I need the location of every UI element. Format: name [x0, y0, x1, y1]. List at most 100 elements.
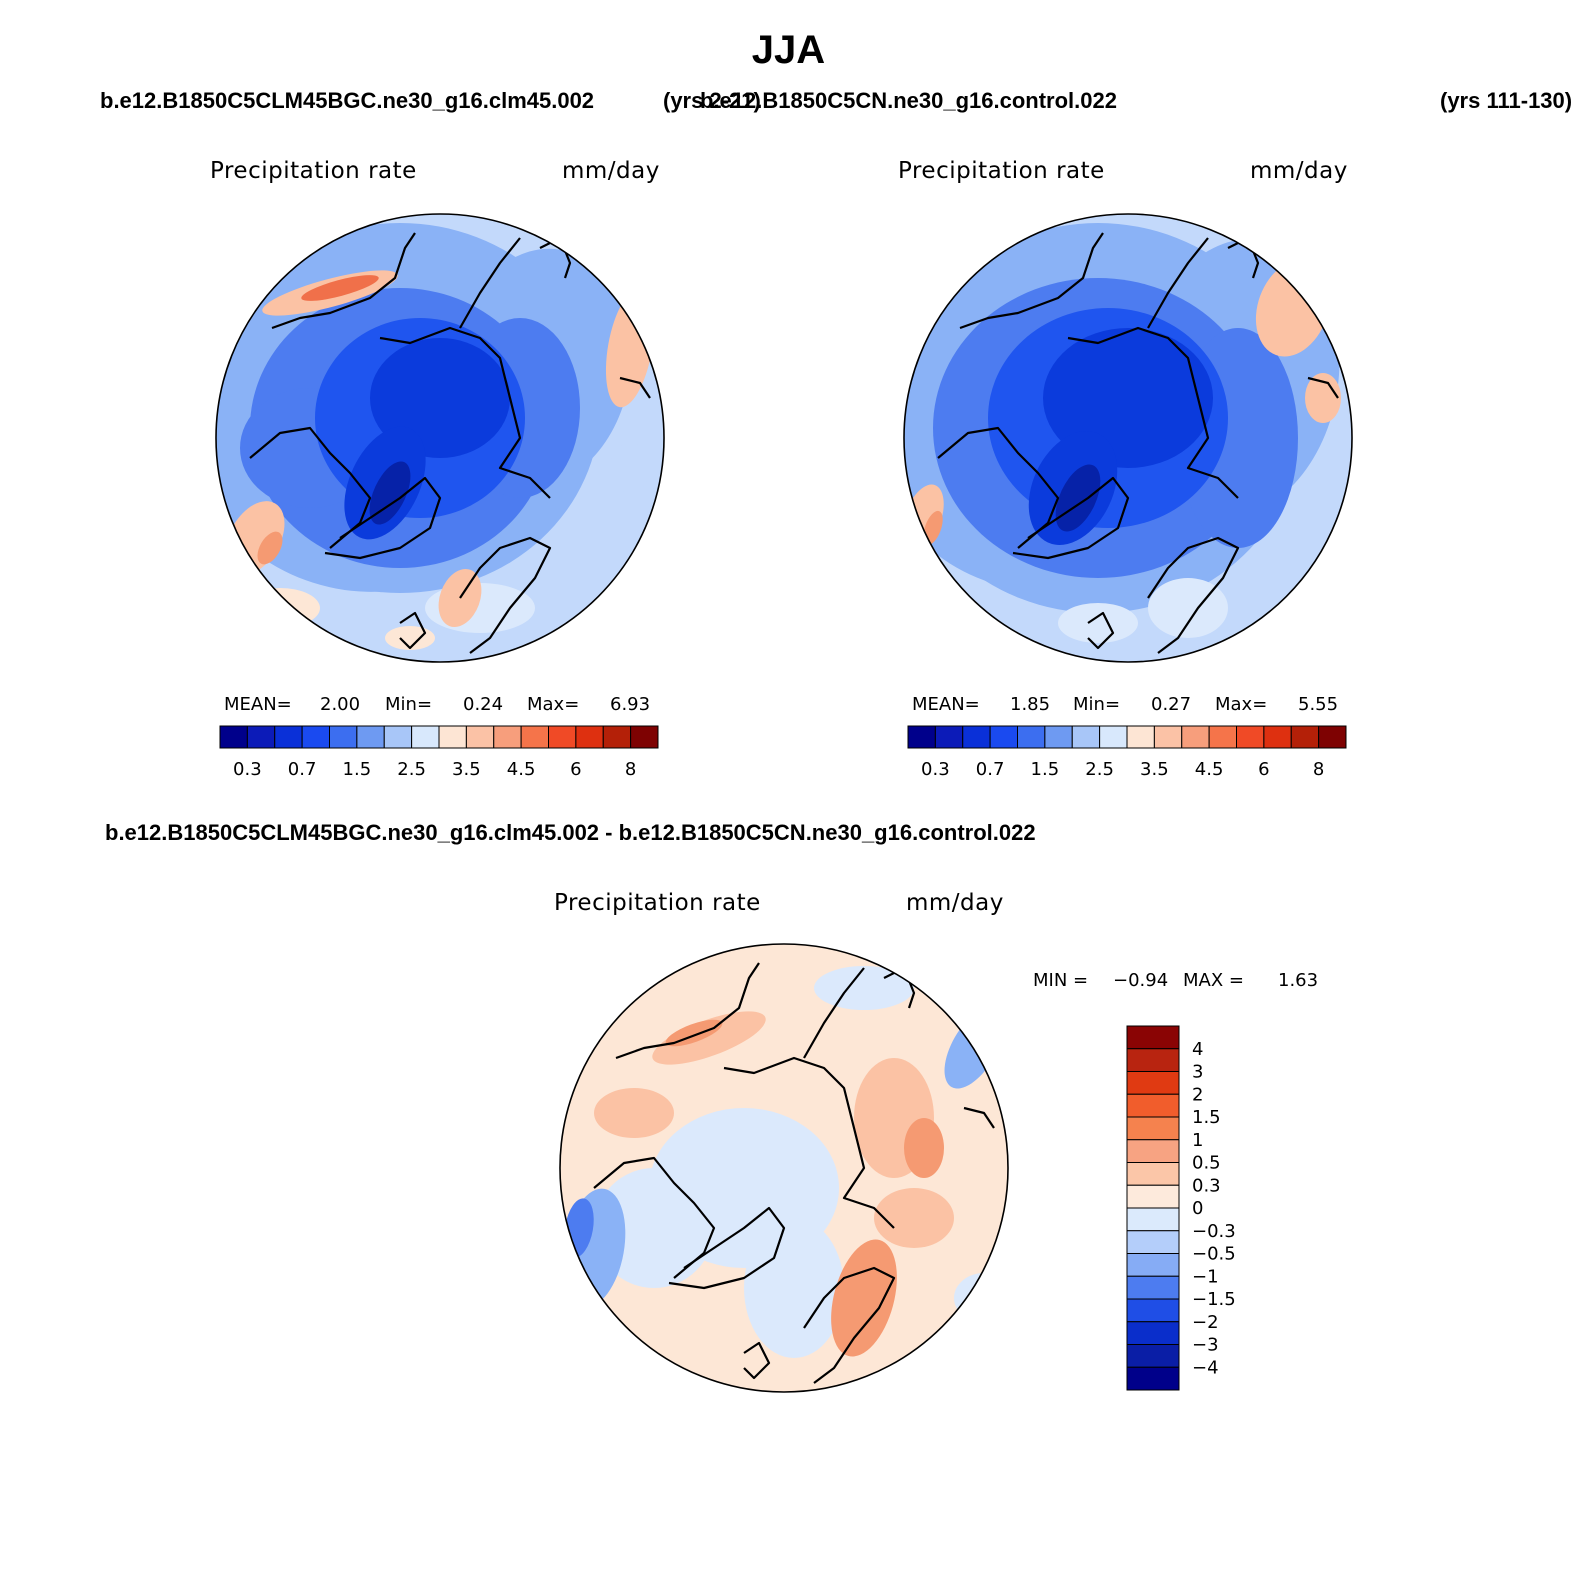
panel2-colorbar-label: 0.7: [976, 759, 1005, 780]
diff-coastline-1: [593, 1156, 716, 1279]
panel2-colorbar-box-6: [1071, 725, 1101, 749]
panel2-contour-14: [1058, 603, 1138, 643]
diff-contour-8: [652, 1011, 766, 1065]
panel2-colorbar-label: 6: [1258, 759, 1269, 780]
diff-colorbar-label: 1: [1192, 1130, 1203, 1151]
diff-contour-7: [954, 1273, 1008, 1323]
panel1-units: mm/day: [562, 158, 660, 184]
diff-colorbar-label: −1: [1192, 1266, 1219, 1287]
panel1-colorbar-label: 1.5: [343, 759, 372, 780]
diff-coastline-6: [803, 1266, 896, 1384]
panel2-colorbar-box-0: [907, 725, 936, 749]
diff-colorbar-label: 1.5: [1192, 1107, 1221, 1128]
diff-coastline-4: [803, 967, 865, 1059]
diff-coastline-2: [668, 1206, 786, 1290]
case1-label: b.e12.B1850C5CLM45BGC.ne30_g16.clm45.002: [100, 88, 595, 113]
panel2-contour-15: [1148, 578, 1228, 638]
diff-colorbar-label: −0.5: [1192, 1244, 1236, 1265]
panel2-colorbar-box-13: [1263, 725, 1292, 749]
diff-max-value: 1.63: [1278, 970, 1319, 991]
panel2-colorbar-box-9: [1153, 725, 1183, 749]
diff-min-label: MIN =: [1033, 970, 1089, 991]
diff-colorbar-box-2: [1126, 1071, 1180, 1095]
panel2-contour-11: [1305, 373, 1341, 423]
diff-min-value: −0.94: [1113, 970, 1169, 991]
diff-colorbar-label: −3: [1192, 1335, 1219, 1356]
panel2-contour-9: [1055, 464, 1101, 532]
panel1-contour-10: [369, 461, 411, 525]
diff-colorbar-box-0: [1126, 1025, 1180, 1050]
diff-colorbar-label: 0: [1192, 1198, 1203, 1219]
panel1-colorbar-box-15: [630, 725, 659, 749]
panel1-colorbar-box-6: [383, 725, 413, 749]
diff-colorbar-label: 4: [1192, 1039, 1203, 1060]
panel1-colorbar-box-13: [575, 725, 604, 749]
panel2-coastline-1: [937, 426, 1060, 549]
diff-colorbar-box-6: [1126, 1162, 1180, 1186]
diff-label: b.e12.B1850C5CLM45BGC.ne30_g16.clm45.002…: [105, 820, 1036, 845]
panel2-colorbar-box-10: [1181, 725, 1210, 749]
panel1-contour-15: [257, 531, 283, 565]
panel1-colorbar-label: 0.3: [233, 759, 262, 780]
panel1-coastline-4: [459, 237, 521, 329]
panel2-coastline-4: [1147, 237, 1209, 329]
diff-colorbar-label: −1.5: [1192, 1289, 1236, 1310]
panel2-colorbar-box-12: [1236, 725, 1265, 749]
panel1-colorbar-label: 2.5: [397, 759, 426, 780]
diff-units: mm/day: [906, 890, 1004, 916]
panel1-contour-12: [301, 275, 379, 301]
panel1-mean-label: MEAN=: [224, 694, 292, 715]
panel1-variable: Precipitation rate: [210, 158, 417, 184]
diff-colorbar-label: −4: [1192, 1357, 1219, 1378]
panel2-colorbar-box-3: [989, 725, 1018, 749]
figure-title: JJA: [751, 28, 826, 72]
diff-colorbar-label: 0.5: [1192, 1153, 1221, 1174]
case2-years: (yrs 111-130): [1440, 88, 1573, 113]
panel2-colorbar-label: 4.5: [1195, 759, 1224, 780]
panel1-colorbar-box-1: [246, 725, 276, 749]
panel1-colorbar-label: 8: [625, 759, 636, 780]
panel1-colorbar-box-8: [438, 725, 467, 749]
panel2-min-value: 0.27: [1151, 694, 1192, 715]
panel1-colorbar-box-5: [356, 725, 385, 749]
diff-colorbar-label: 3: [1192, 1062, 1203, 1083]
diff-max-label: MAX =: [1183, 970, 1244, 991]
panel2-variable: Precipitation rate: [898, 158, 1105, 184]
panel1-colorbar-box-12: [548, 725, 577, 749]
diff-coastline-8: [963, 1106, 995, 1129]
panel2-colorbar: 0.3 0.7 1.5 2.5 3.5 4.5 6 8: [907, 725, 1347, 780]
panel2-colorbar-label: 0.3: [921, 759, 950, 780]
panel2-colorbar-box-11: [1208, 725, 1237, 749]
panel2-field: [904, 214, 1352, 662]
panel1-colorbar-box-10: [493, 725, 522, 749]
diff-colorbar-box-12: [1126, 1298, 1180, 1323]
diff-contour-2: [594, 1168, 714, 1288]
panel2-colorbar-label: 2.5: [1085, 759, 1114, 780]
panel1-colorbar-label: 0.7: [288, 759, 317, 780]
diff-colorbar-label: −2: [1192, 1312, 1219, 1333]
panel2-map: [903, 213, 1353, 663]
panel1-colorbar-box-11: [520, 725, 549, 749]
panel2-mean-label: MEAN=: [912, 694, 980, 715]
diff-colorbar-box-1: [1126, 1048, 1180, 1072]
diff-contour-15: [814, 966, 914, 1010]
panel2-colorbar-box-4: [1017, 725, 1046, 749]
diff-map: [559, 943, 1009, 1393]
panel2-map-boundary: [903, 213, 1353, 663]
panel2-colorbar-box-2: [962, 725, 991, 749]
panel2-colorbar-box-15: [1318, 725, 1347, 749]
panel2-coastline-7: [1087, 611, 1115, 650]
panel2-min-label: Min=: [1073, 694, 1121, 715]
diff-contour-3: [744, 1218, 844, 1358]
case2-label: b.e12.B1850C5CN.ne30_g16.control.022: [700, 88, 1117, 113]
diff-colorbar-box-13: [1126, 1321, 1180, 1345]
panel1-colorbar-label: 4.5: [507, 759, 536, 780]
diff-colorbar-box-7: [1126, 1184, 1180, 1209]
diff-variable: Precipitation rate: [554, 890, 761, 916]
panel2-colorbar-box-8: [1126, 725, 1155, 749]
diff-colorbar-box-14: [1126, 1344, 1180, 1368]
panel1-coastline-3: [379, 326, 551, 499]
diff-coastline-7: [743, 1341, 771, 1380]
diff-colorbar-label: 0.3: [1192, 1175, 1221, 1196]
